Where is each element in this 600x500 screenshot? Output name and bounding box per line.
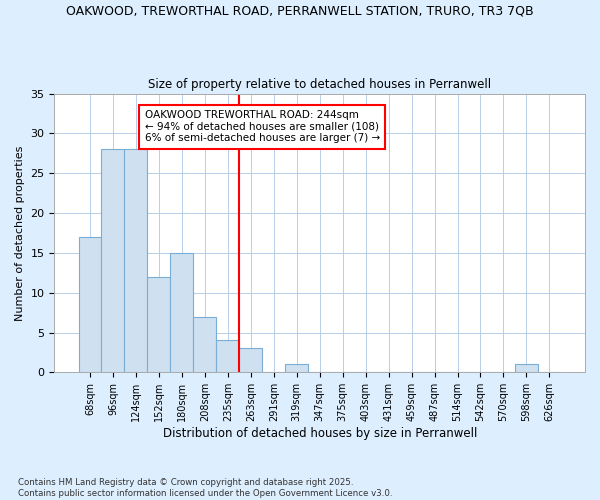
Bar	[170, 253, 193, 372]
X-axis label: Distribution of detached houses by size in Perranwell: Distribution of detached houses by size …	[163, 427, 477, 440]
Bar	[193, 316, 217, 372]
Bar	[285, 364, 308, 372]
Text: Contains HM Land Registry data © Crown copyright and database right 2025.
Contai: Contains HM Land Registry data © Crown c…	[18, 478, 392, 498]
Bar	[79, 237, 101, 372]
Bar	[217, 340, 239, 372]
Bar	[101, 150, 124, 372]
Text: OAKWOOD TREWORTHAL ROAD: 244sqm
← 94% of detached houses are smaller (108)
6% of: OAKWOOD TREWORTHAL ROAD: 244sqm ← 94% of…	[145, 110, 380, 144]
Text: OAKWOOD, TREWORTHAL ROAD, PERRANWELL STATION, TRURO, TR3 7QB: OAKWOOD, TREWORTHAL ROAD, PERRANWELL STA…	[66, 5, 534, 18]
Y-axis label: Number of detached properties: Number of detached properties	[15, 146, 25, 320]
Bar	[148, 277, 170, 372]
Title: Size of property relative to detached houses in Perranwell: Size of property relative to detached ho…	[148, 78, 491, 91]
Bar	[515, 364, 538, 372]
Bar	[124, 150, 148, 372]
Bar	[239, 348, 262, 372]
